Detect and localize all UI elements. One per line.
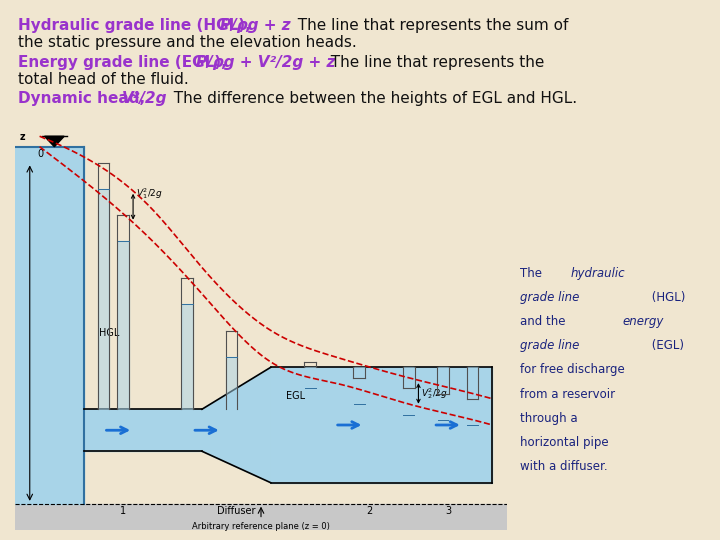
Text: (HGL): (HGL) <box>647 291 685 304</box>
Text: grade line: grade line <box>520 291 580 304</box>
Polygon shape <box>438 367 449 420</box>
Text: energy: energy <box>622 315 663 328</box>
Text: $V_1^2/2g$: $V_1^2/2g$ <box>135 186 163 201</box>
Text: $V_2^2/2g$: $V_2^2/2g$ <box>421 386 448 401</box>
Polygon shape <box>15 504 507 530</box>
Polygon shape <box>202 367 271 483</box>
Text: (EGL): (EGL) <box>647 339 683 352</box>
Text: The: The <box>520 267 546 280</box>
Text: P/ρg + z: P/ρg + z <box>220 18 291 33</box>
Text: The line that represents the: The line that represents the <box>321 55 544 70</box>
Text: through a: through a <box>520 412 577 425</box>
Text: the static pressure and the elevation heads.: the static pressure and the elevation he… <box>18 35 356 50</box>
Polygon shape <box>98 189 109 409</box>
Text: Diffuser: Diffuser <box>217 507 256 516</box>
Text: hydraulic: hydraulic <box>571 267 626 280</box>
Polygon shape <box>305 367 315 388</box>
Text: total head of the fluid.: total head of the fluid. <box>18 72 189 87</box>
Polygon shape <box>45 136 64 147</box>
Polygon shape <box>181 304 193 409</box>
Text: with a diffuser.: with a diffuser. <box>520 460 608 473</box>
Polygon shape <box>354 367 365 404</box>
Text: for free discharge: for free discharge <box>520 363 625 376</box>
Polygon shape <box>226 357 237 409</box>
Text: Dynamic head,: Dynamic head, <box>18 91 150 106</box>
Polygon shape <box>84 409 202 451</box>
Polygon shape <box>271 367 492 483</box>
Polygon shape <box>467 367 478 425</box>
Text: 0: 0 <box>37 150 43 159</box>
Text: from a reservoir: from a reservoir <box>520 388 615 401</box>
Text: 2: 2 <box>366 507 372 516</box>
Text: Hydraulic grade line (HGL),: Hydraulic grade line (HGL), <box>18 18 256 33</box>
Text: Arbitrary reference plane (z = 0): Arbitrary reference plane (z = 0) <box>192 522 330 531</box>
Text: grade line: grade line <box>520 339 580 352</box>
Text: z: z <box>20 132 25 141</box>
Polygon shape <box>15 147 84 504</box>
Text: EGL: EGL <box>286 391 305 401</box>
Polygon shape <box>403 367 414 415</box>
Text: HGL: HGL <box>99 328 119 338</box>
Text: The difference between the heights of EGL and HGL.: The difference between the heights of EG… <box>164 91 577 106</box>
Text: 3: 3 <box>445 507 451 516</box>
Text: The line that represents the sum of: The line that represents the sum of <box>288 18 568 33</box>
Text: 1: 1 <box>120 507 126 516</box>
Text: P/ρg + V²/2g + z: P/ρg + V²/2g + z <box>196 55 336 70</box>
Text: V²/2g: V²/2g <box>122 91 168 106</box>
Polygon shape <box>118 241 129 409</box>
Text: horizontal pipe: horizontal pipe <box>520 436 608 449</box>
Text: Energy grade line (EGL),: Energy grade line (EGL), <box>18 55 232 70</box>
Text: and the: and the <box>520 315 570 328</box>
